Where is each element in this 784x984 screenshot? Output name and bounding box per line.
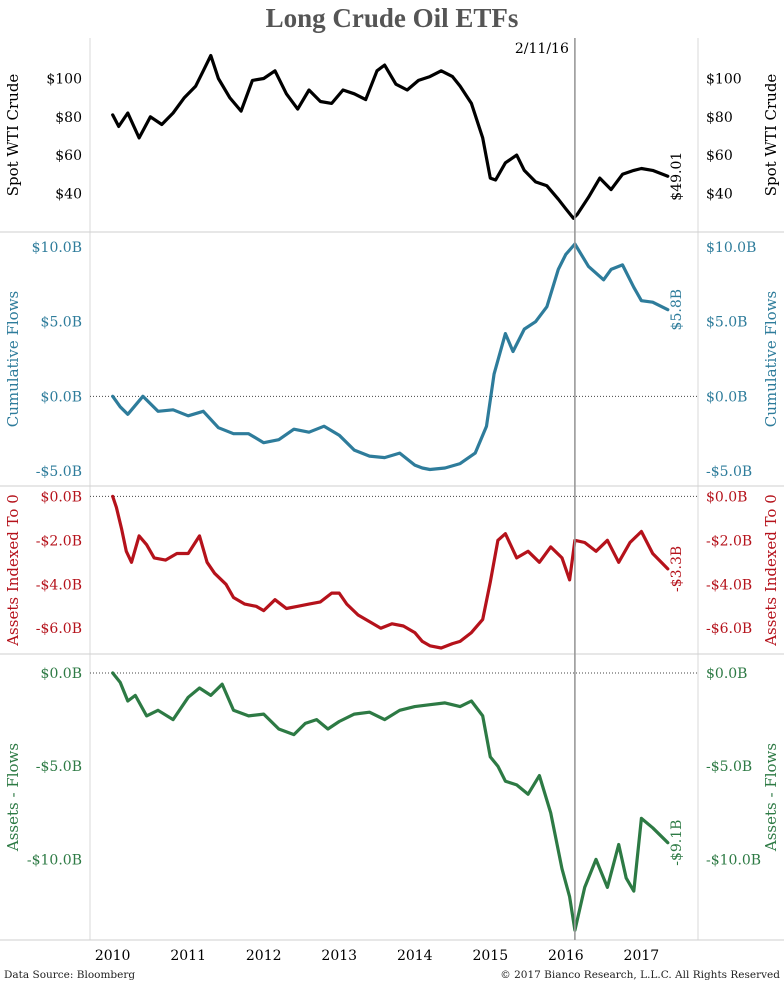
copyright-footer: © 2017 Bianco Research, L.L.C. All Right… [500,969,780,981]
y-tick-label-right: -$4.0B [706,577,752,593]
last-value-label: $5.8B [669,289,685,330]
panel-1: $40 $40 $60 $60 $80 $80 $100 $100 Spot WTI Crude… [4,53,780,220]
y-tick-label-left: $100 [46,71,82,87]
y-tick-label-left: $0.0B [41,666,82,682]
y-tick-label-right: -$5.0B [706,759,752,775]
series-line [111,242,670,472]
date-marker-label: 2/11/16 [515,41,569,57]
panel-4: -$10.0B -$10.0B -$5.0B -$5.0B $0.0B $0.0B Asse… [4,666,780,932]
x-tick-label: 2017 [624,948,660,964]
y-tick-label-left: $0.0B [41,489,82,505]
panel-2: -$5.0B -$5.0B $0.0B $0.0B $5.0B $5.0B $10.0B $1… [4,240,780,480]
y-tick-label-left: -$4.0B [36,577,82,593]
y-tick-label-right: $100 [706,71,742,87]
y-tick-label-right: $40 [706,186,733,202]
y-axis-title-right: Cumulative Flows [762,291,780,427]
last-value-label: -$9.1B [669,820,685,866]
x-tick-label: 2014 [397,948,433,964]
x-tick-label: 2010 [95,948,131,964]
y-tick-label-left: $10.0B [32,240,82,256]
x-tick-label: 2013 [321,948,357,964]
x-axis: 2010 2011 2012 2013 2014 2015 2016 2017 [95,948,659,964]
series-line [111,53,670,220]
y-tick-label-left: -$5.0B [36,759,82,775]
y-axis-title-left: Assets - Flows [4,743,22,852]
y-tick-label-right: $0.0B [706,489,747,505]
y-tick-label-left: -$6.0B [36,621,82,637]
y-tick-label-right: $80 [706,110,733,126]
y-tick-label-right: $60 [706,148,733,164]
y-tick-label-right: $0.0B [706,666,747,682]
x-tick-label: 2016 [548,948,584,964]
x-tick-label: 2015 [472,948,508,964]
chart-panels: $40 $40 $60 $60 $80 $80 $100 $100 Spot WTI Crude… [0,38,784,941]
last-value-label: -$3.3B [669,546,685,592]
last-value-label: $49.01 [669,152,685,201]
chart-title: Long Crude Oil ETFs [266,3,519,33]
y-tick-label-right: $0.0B [706,389,747,405]
y-tick-label-right: -$5.0B [706,464,752,480]
y-tick-label-left: -$10.0B [27,852,82,868]
y-tick-label-left: $5.0B [41,315,82,331]
y-axis-title-right: Spot WTI Crude [762,74,780,197]
y-tick-label-left: $40 [55,186,82,202]
data-source-footer: Data Source: Bloomberg [4,969,135,981]
x-tick-label: 2011 [170,948,206,964]
y-axis-title-left: Spot WTI Crude [4,74,22,197]
y-tick-label-right: $10.0B [706,240,756,256]
y-axis-title-right: Assets Indexed To 0 [762,494,780,647]
series-line [111,494,670,650]
y-tick-label-left: $60 [55,148,82,164]
y-axis-title-left: Cumulative Flows [4,291,22,427]
y-tick-label-right: -$10.0B [706,852,761,868]
y-tick-label-left: $80 [55,110,82,126]
y-tick-label-left: $0.0B [41,389,82,405]
y-axis-title-left: Assets Indexed To 0 [4,494,22,647]
x-tick-label: 2012 [246,948,282,964]
y-tick-label-left: -$5.0B [36,464,82,480]
y-axis-title-right: Assets - Flows [762,743,780,852]
panel-3: -$6.0B -$6.0B -$4.0B -$4.0B -$2.0B -$2.0B $0.0… [4,489,780,650]
y-tick-label-left: -$2.0B [36,533,82,549]
y-tick-label-right: -$6.0B [706,621,752,637]
y-tick-label-right: -$2.0B [706,533,752,549]
y-tick-label-right: $5.0B [706,315,747,331]
series-line [111,671,670,932]
